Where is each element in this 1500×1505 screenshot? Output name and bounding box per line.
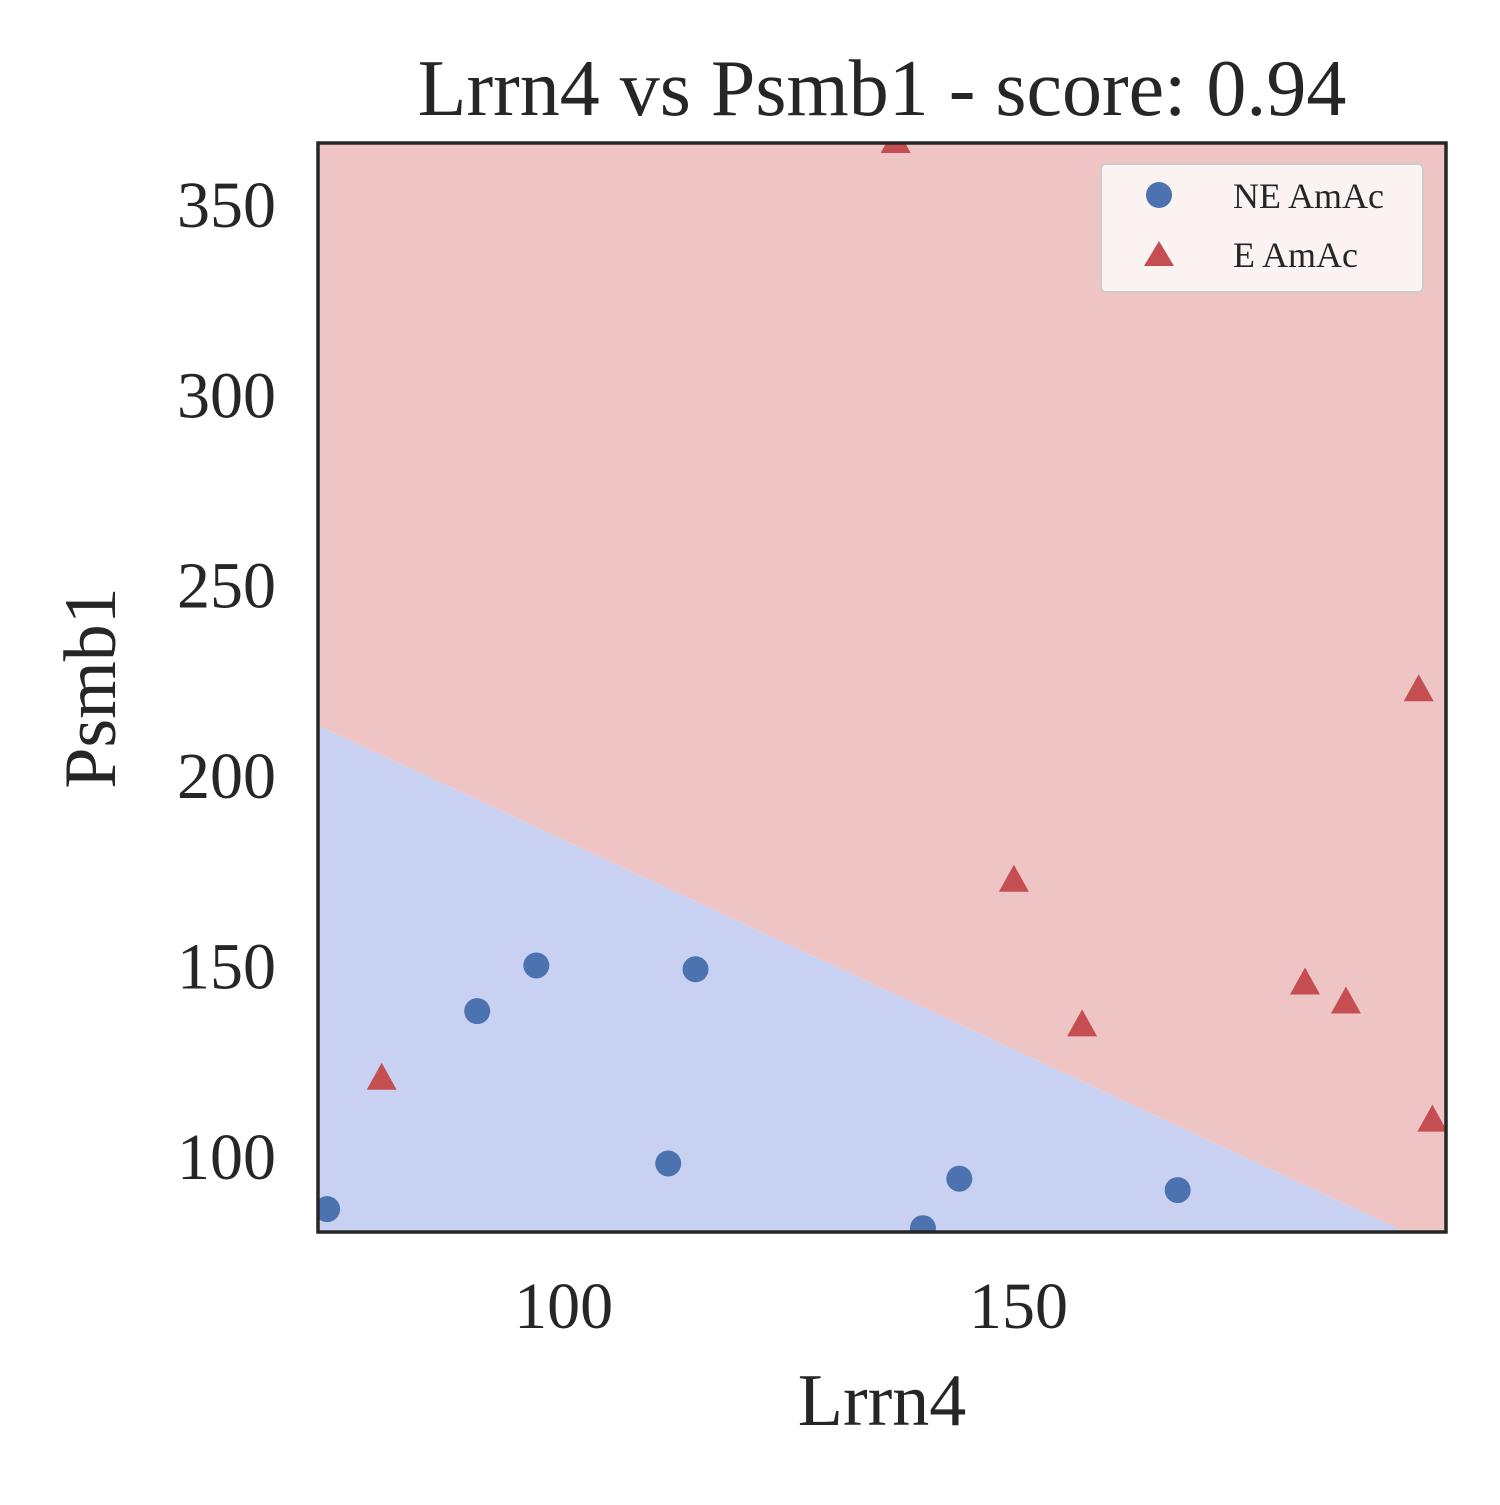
x-tick-label: 150 [969,1270,1068,1343]
data-point-e-amac [1417,1104,1446,1132]
x-axis-label: Lrrn4 [798,1360,967,1442]
legend: NE AmAc E AmAc [1100,163,1424,293]
data-point-e-amac [1330,986,1361,1014]
y-tick-label: 250 [177,550,276,623]
data-point-ne-amac [682,956,709,983]
data-point-e-amac [880,143,911,153]
data-point-e-amac [1290,967,1320,995]
plot-area [318,143,1446,1232]
data-point-ne-amac [523,952,550,979]
data-point-ne-amac [318,1196,341,1223]
data-point-ne-amac [946,1165,973,1192]
legend-marker-ne-amac [1146,182,1172,208]
y-tick-label: 300 [177,359,276,432]
data-point-e-amac [998,864,1029,892]
legend-box [1100,163,1424,293]
data-point-ne-amac [1164,1177,1191,1204]
legend-marker-e-amac [1144,241,1174,266]
data-point-ne-amac [655,1150,682,1177]
data-point-e-amac [1403,674,1434,702]
legend-label-e-amac: E AmAc [1233,235,1358,275]
region-ne-amac [318,725,1446,1232]
data-point-e-amac [1067,1009,1098,1037]
data-point-ne-amac [909,1215,936,1232]
chart-title: Lrrn4 vs Psmb1 - score: 0.94 [418,45,1347,133]
x-tick-label: 100 [514,1270,613,1343]
data-point-e-amac [366,1062,397,1090]
y-tick-label: 350 [177,169,276,242]
region-e-amac [318,143,1446,1232]
y-tick-label: 100 [177,1121,276,1194]
data-point-ne-amac [464,998,491,1025]
legend-label-ne-amac: NE AmAc [1233,176,1384,216]
plot-frame [316,141,1448,1234]
y-axis-label: Psmb1 [50,587,132,789]
y-tick-label: 150 [177,930,276,1003]
y-tick-label: 200 [177,740,276,813]
